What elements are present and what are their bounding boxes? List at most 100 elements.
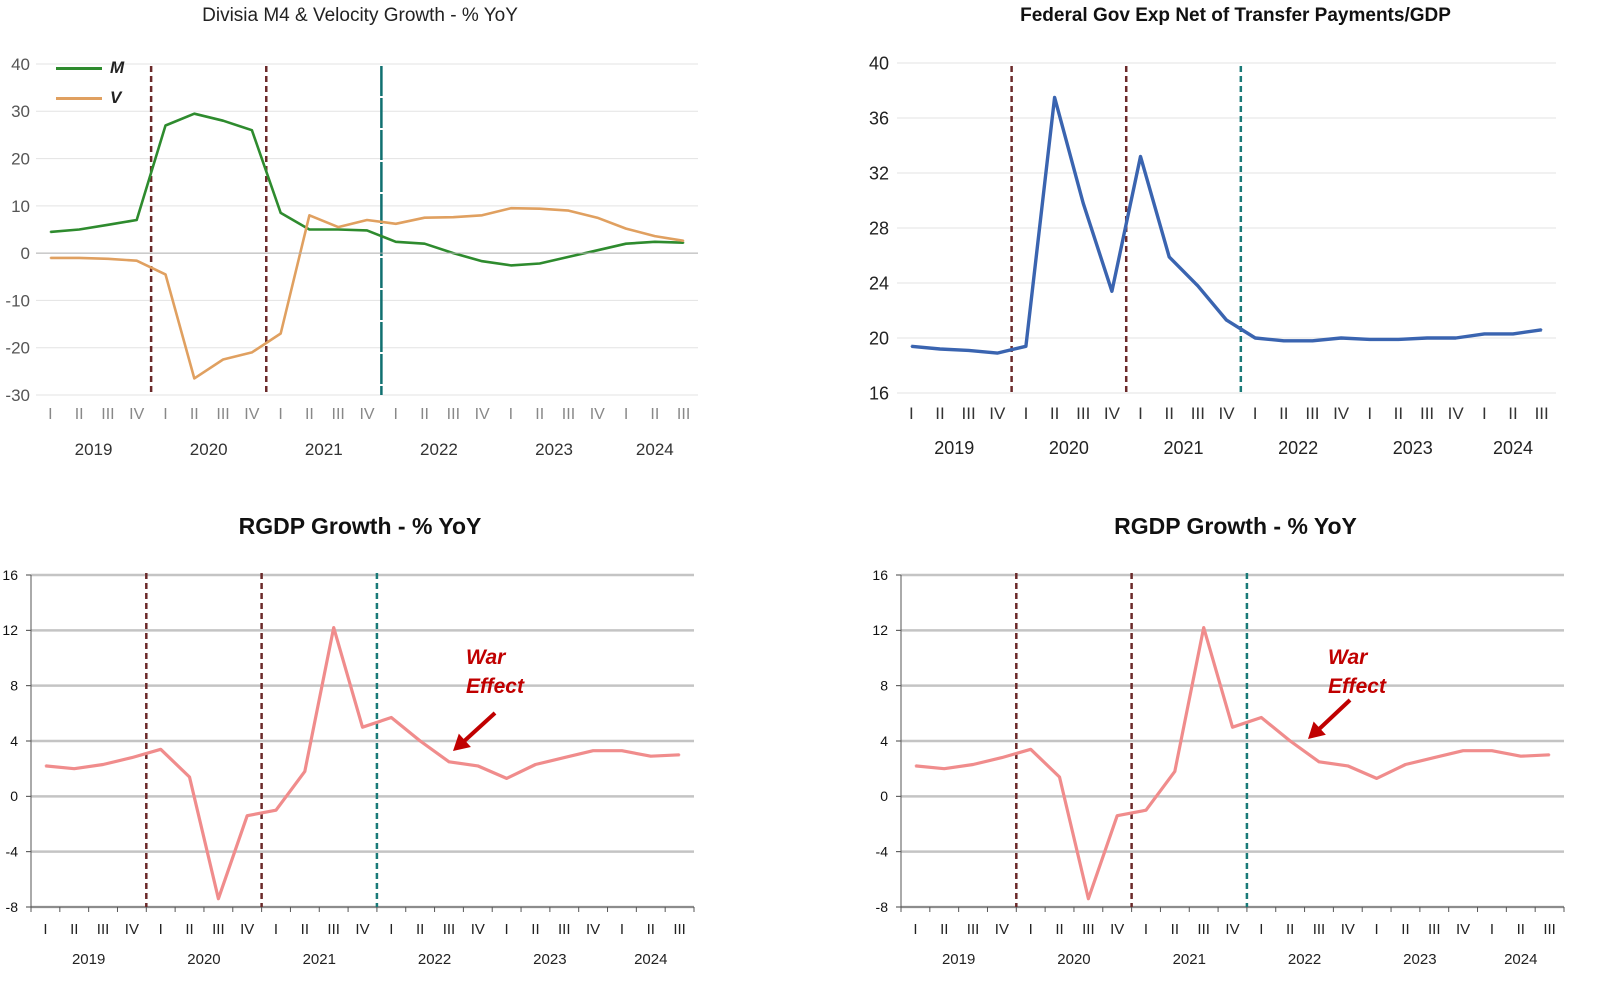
data-point bbox=[1197, 284, 1199, 287]
chart-rgdp-growth-right: RGDP Growth - % YoY 16 12 8 4 0 -4 -8 I II III IV I… bbox=[870, 503, 1601, 987]
data-point bbox=[1082, 202, 1085, 205]
data-point bbox=[159, 748, 162, 751]
x-tick-label-year: 2021 bbox=[303, 951, 336, 968]
x-tick-label-quarter: II bbox=[1050, 404, 1059, 423]
data-point bbox=[73, 767, 76, 770]
x-tick-label-quarter: II bbox=[190, 406, 199, 423]
x-tick-label-quarter: I bbox=[278, 406, 282, 423]
legend-swatch-v bbox=[56, 96, 102, 100]
data-point bbox=[1375, 777, 1378, 780]
data-point bbox=[625, 227, 627, 230]
annotation-war-effect: War Effect bbox=[466, 643, 524, 701]
chart-federal-gov-exp: Federal Gov Exp Net of Transfer Payments… bbox=[869, 0, 1601, 480]
x-tick-label-quarter: III bbox=[332, 406, 345, 423]
data-point bbox=[996, 352, 999, 354]
annotation-arrow-shaft bbox=[459, 711, 497, 746]
data-point bbox=[193, 112, 196, 115]
data-point bbox=[1058, 776, 1061, 778]
data-point bbox=[1283, 339, 1285, 342]
legend: M V bbox=[56, 53, 124, 113]
data-point bbox=[49, 231, 52, 233]
data-point bbox=[1289, 740, 1291, 742]
annotation-war-effect: War Effect bbox=[1328, 643, 1386, 701]
x-tick-label-year: 2022 bbox=[1278, 438, 1318, 458]
data-point bbox=[49, 257, 52, 259]
data-point bbox=[596, 216, 599, 219]
data-point bbox=[1139, 155, 1142, 158]
x-tick-label-quarter: IV bbox=[471, 921, 485, 938]
series-line-m bbox=[50, 112, 684, 267]
x-tick-label-quarter: IV bbox=[989, 404, 1006, 423]
x-tick-label-quarter: I bbox=[1138, 404, 1143, 423]
x-tick-label-year: 2024 bbox=[636, 440, 674, 459]
legend-label-m: M bbox=[110, 58, 125, 77]
x-tick-label-year: 2020 bbox=[1057, 951, 1090, 968]
y-tick-label: 0 bbox=[21, 244, 30, 263]
x-tick-label-quarter: II bbox=[420, 406, 429, 423]
x-tick-label-year: 2024 bbox=[1493, 438, 1533, 458]
x-tick-label-year: 2023 bbox=[535, 440, 573, 459]
data-point bbox=[1397, 338, 1400, 341]
data-point bbox=[943, 767, 946, 770]
series-line-main bbox=[45, 625, 680, 901]
y-tick-label: 40 bbox=[869, 53, 889, 73]
y-tick-label: 12 bbox=[2, 622, 18, 638]
data-point bbox=[1311, 339, 1314, 342]
x-tick-label-quarter: III bbox=[962, 404, 976, 423]
data-point bbox=[304, 770, 306, 773]
data-point bbox=[1231, 726, 1234, 728]
data-point bbox=[1168, 256, 1170, 258]
data-point bbox=[107, 223, 109, 226]
x-tick-label-quarter: IV bbox=[995, 921, 1009, 938]
x-tick-label-quarter: II bbox=[1164, 404, 1173, 423]
data-point bbox=[1254, 337, 1256, 339]
x-tick-label-quarter: IV bbox=[1456, 921, 1470, 938]
x-tick-label-year: 2024 bbox=[634, 951, 667, 968]
y-tick-label: 8 bbox=[10, 678, 18, 694]
x-tick-label-quarter: I bbox=[509, 406, 513, 423]
data-point bbox=[1225, 319, 1228, 321]
x-tick-label-quarter: III bbox=[1428, 921, 1441, 938]
x-tick-label-year: 2020 bbox=[187, 951, 220, 968]
x-tick-label-quarter: II bbox=[75, 406, 84, 423]
data-point bbox=[510, 264, 512, 267]
y-tick-label: 4 bbox=[10, 733, 18, 749]
x-tick-label-quarter: I bbox=[1253, 404, 1258, 423]
y-tick-label: 30 bbox=[11, 102, 30, 121]
y-tick-label: -8 bbox=[6, 899, 19, 915]
x-tick-label-quarter: III bbox=[1191, 404, 1205, 423]
x-tick-label-quarter: IV bbox=[1225, 921, 1239, 938]
data-point bbox=[1426, 337, 1428, 339]
data-point bbox=[279, 332, 282, 335]
data-point bbox=[1111, 290, 1113, 293]
data-point bbox=[1145, 809, 1147, 811]
legend-item-m: M bbox=[56, 53, 124, 83]
x-tick-label-quarter: I bbox=[913, 921, 917, 938]
data-point bbox=[251, 351, 253, 354]
x-tick-label-quarter: III bbox=[212, 921, 225, 938]
x-tick-label-quarter: II bbox=[531, 921, 539, 938]
data-point bbox=[625, 242, 627, 245]
x-tick-label-quarter: IV bbox=[586, 921, 600, 938]
data-point bbox=[1540, 328, 1543, 331]
y-tick-label: 16 bbox=[872, 567, 888, 583]
x-tick-label-quarter: III bbox=[447, 406, 460, 423]
data-point bbox=[538, 262, 541, 265]
chart-title: Divisia M4 & Velocity Growth - % YoY bbox=[202, 5, 518, 26]
x-tick-label-quarter: I bbox=[43, 921, 47, 938]
data-point bbox=[246, 814, 248, 817]
x-tick-label-year: 2021 bbox=[305, 440, 343, 459]
x-tick-label-quarter: III bbox=[1076, 404, 1090, 423]
data-point bbox=[1462, 749, 1464, 752]
x-tick-label-quarter: I bbox=[1490, 921, 1494, 938]
chart-title: Federal Gov Exp Net of Transfer Payments… bbox=[1020, 5, 1451, 26]
x-tick-label-quarter: IV bbox=[1104, 404, 1121, 423]
x-tick-label-year: 2024 bbox=[1504, 951, 1537, 968]
data-point bbox=[1318, 760, 1320, 763]
y-tick-label: -8 bbox=[876, 899, 889, 915]
x-tick-label-quarter: II bbox=[650, 406, 659, 423]
y-tick-label: 12 bbox=[872, 622, 888, 638]
x-tick-label-quarter: II bbox=[416, 921, 424, 938]
data-point bbox=[1454, 337, 1457, 339]
